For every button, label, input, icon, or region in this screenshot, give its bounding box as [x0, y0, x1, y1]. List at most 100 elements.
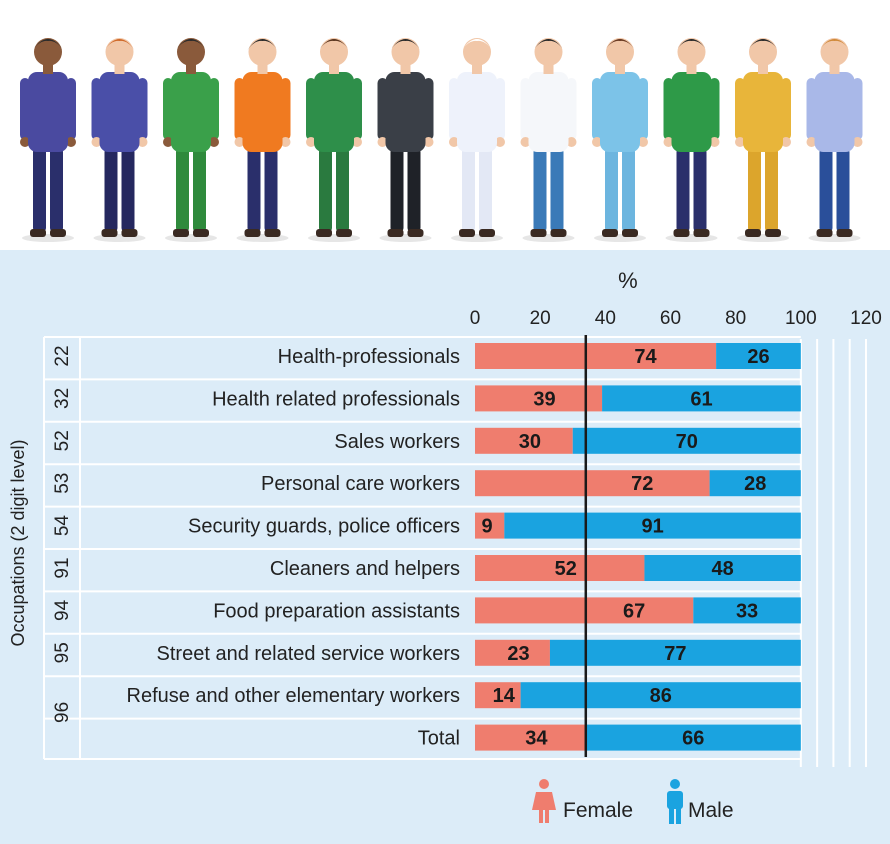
figure-leg-right — [479, 148, 492, 232]
figure-leg-right — [550, 148, 564, 232]
figure-leg-right — [193, 148, 206, 232]
figure-leg-left — [462, 148, 475, 232]
figure-arm-right — [495, 78, 505, 140]
figure-hand-left — [449, 137, 459, 147]
male-value-label: 61 — [690, 388, 712, 410]
figure-arm-left — [520, 78, 531, 140]
x-tick-label: 80 — [725, 308, 746, 329]
occupation-label: Personal care workers — [261, 473, 460, 495]
figure-hand-right — [66, 137, 76, 147]
figure-hand-right — [352, 137, 362, 147]
figure-torso — [385, 72, 426, 152]
male-value-label: 26 — [747, 346, 769, 368]
legend-female-label: Female — [563, 799, 633, 822]
x-tick-label: 40 — [595, 308, 616, 329]
figure-torso — [600, 72, 640, 152]
x-tick-label: 120 — [850, 308, 882, 329]
figure-arm-left — [234, 78, 245, 140]
occupation-label: Health-professionals — [278, 346, 460, 368]
figure-arm-left — [377, 78, 388, 140]
occupation-label: Street and related service workers — [157, 643, 460, 665]
figure-hair — [247, 39, 278, 50]
male-value-label: 86 — [650, 685, 672, 707]
female-bar — [475, 470, 710, 497]
female-bar — [475, 512, 505, 539]
figure-head — [34, 38, 62, 66]
figure-hand-left — [806, 137, 817, 147]
figure-arm-left — [449, 78, 459, 140]
chart-panel: % 0 20 40 60 80 100 120 Occupations (2 digit lev… — [0, 250, 890, 844]
bar-row: 91 Cleaners and helpers 52 48 — [52, 555, 801, 581]
figure-leg-right — [693, 148, 707, 232]
figure-shoe-left — [459, 229, 475, 237]
worker-figure-firefighter — [735, 38, 791, 242]
bar-row: 52 Sales workers 30 70 — [52, 427, 801, 454]
figure-neck — [186, 64, 196, 74]
figure-torso — [171, 72, 211, 152]
male-bar — [549, 639, 801, 666]
worker-figure-gardener — [20, 38, 76, 242]
figure-arm-left — [663, 78, 674, 140]
figure-leg-right — [836, 148, 850, 232]
figure-shoe-right — [336, 229, 352, 237]
figure-hair — [319, 39, 349, 50]
female-icon-leg — [545, 809, 549, 823]
figure-neck — [615, 64, 625, 74]
figure-torso — [671, 72, 712, 152]
male-icon-leg — [676, 808, 681, 824]
figure-neck — [114, 64, 125, 74]
figure-shadow — [737, 234, 789, 242]
female-bar — [475, 682, 521, 709]
figure-leg-left — [819, 148, 833, 232]
worker-figure-postal-worker — [306, 38, 362, 242]
figure-neck — [686, 64, 697, 74]
figure-arm-right — [781, 78, 791, 140]
figure-hair — [104, 39, 135, 50]
figure-neck — [43, 64, 53, 74]
female-value-label: 14 — [493, 685, 516, 707]
figure-leg-left — [176, 148, 189, 232]
figure-hand-left — [663, 137, 674, 147]
figure-neck — [400, 64, 411, 74]
figure-torso — [814, 72, 855, 152]
figure-arm-left — [20, 78, 30, 140]
female-bar — [475, 427, 573, 454]
figure-leg-left — [33, 148, 46, 232]
figure-neck — [257, 64, 268, 74]
figure-torso — [743, 72, 783, 152]
figure-shadow — [308, 234, 360, 242]
figure-leg-right — [622, 148, 635, 232]
workers-illustration-svg — [20, 38, 863, 242]
worker-figure-police-officer — [377, 38, 434, 242]
figure-hand-right — [852, 137, 863, 147]
figure-shoe-left — [387, 229, 404, 237]
female-value-label: 52 — [555, 558, 577, 580]
worker-figure-nurse — [592, 38, 648, 242]
female-value-label: 30 — [519, 431, 541, 453]
figure-arm-left — [735, 78, 745, 140]
figure-shoe-right — [193, 229, 209, 237]
figure-shadow — [808, 234, 861, 242]
male-value-label: 48 — [712, 558, 734, 580]
figure-head — [820, 38, 849, 66]
female-value-label: 39 — [533, 388, 555, 410]
figure-shoe-right — [264, 229, 281, 237]
figure-hair — [819, 39, 850, 50]
female-bar — [475, 597, 694, 624]
figure-leg-left — [319, 148, 332, 232]
figure-hair — [176, 39, 206, 50]
figure-leg-right — [336, 148, 349, 232]
figure-shoe-left — [816, 229, 833, 237]
female-value-label: 9 — [481, 516, 492, 538]
figure-neck — [543, 64, 554, 74]
male-bar — [602, 385, 801, 412]
figure-neck — [758, 64, 768, 74]
figure-torso — [457, 72, 497, 152]
figure-hand-left — [234, 137, 245, 147]
occupation-label: Sales workers — [334, 431, 460, 453]
male-bar — [693, 597, 801, 624]
x-tick-label: 60 — [660, 308, 681, 329]
figure-neck — [829, 64, 840, 74]
male-bar — [644, 555, 801, 581]
figure-hand-right — [423, 137, 434, 147]
